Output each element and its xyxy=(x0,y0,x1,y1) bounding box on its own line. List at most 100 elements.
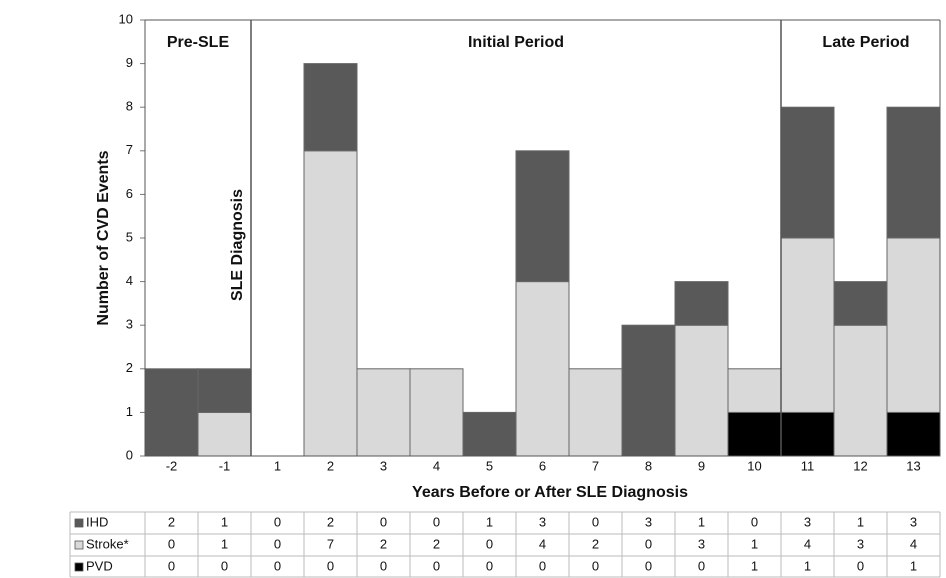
table-cell: 0 xyxy=(433,558,440,573)
table-cell: 3 xyxy=(539,514,546,529)
y-tick-label: 2 xyxy=(126,360,133,375)
bar-segment xyxy=(621,324,676,457)
table-cell: 1 xyxy=(486,514,493,529)
table-cell: 0 xyxy=(380,558,387,573)
legend-label: Stroke* xyxy=(86,536,129,551)
table-cell: 0 xyxy=(645,558,652,573)
y-axis-title: Number of CVD Events xyxy=(95,150,112,325)
bar-segment xyxy=(727,368,782,413)
bar-segment xyxy=(886,411,941,457)
bar-segment xyxy=(515,150,570,283)
bar-segment xyxy=(197,368,252,413)
legend-swatch xyxy=(74,540,84,550)
table-cell: 0 xyxy=(168,558,175,573)
bar-segment xyxy=(303,63,358,152)
table-cell: 1 xyxy=(910,558,917,573)
table-cell: 0 xyxy=(168,536,175,551)
table-cell: 0 xyxy=(539,558,546,573)
annotation: Late Period xyxy=(822,34,909,51)
x-tick-label: 6 xyxy=(539,458,546,473)
y-tick-label: 10 xyxy=(119,11,133,26)
table-cell: 0 xyxy=(274,558,281,573)
table-cell: 1 xyxy=(698,514,705,529)
legend-label: PVD xyxy=(86,558,113,573)
y-tick-label: 1 xyxy=(126,404,133,419)
table-cell: 0 xyxy=(698,558,705,573)
table-cell: 1 xyxy=(751,558,758,573)
table-cell: 0 xyxy=(380,514,387,529)
table-cell: 0 xyxy=(486,558,493,573)
x-tick-label: 9 xyxy=(698,458,705,473)
x-tick-label: 13 xyxy=(906,458,920,473)
annotation: Pre-SLE xyxy=(167,34,230,51)
table-cell: 3 xyxy=(698,536,705,551)
bar-segment xyxy=(886,106,941,239)
bar-segment xyxy=(833,324,888,457)
table-cell: 3 xyxy=(857,536,864,551)
x-tick-label: 8 xyxy=(645,458,652,473)
y-tick-label: 5 xyxy=(126,229,133,244)
table-cell: 0 xyxy=(433,514,440,529)
y-tick-label: 8 xyxy=(126,99,133,114)
bar-segment xyxy=(515,281,570,457)
y-tick-label: 7 xyxy=(126,142,133,157)
bar-segment xyxy=(780,106,835,239)
bar-segment xyxy=(144,368,199,457)
table-cell: 1 xyxy=(804,558,811,573)
table-cell: 3 xyxy=(910,514,917,529)
table-cell: 2 xyxy=(380,536,387,551)
table-cell: 4 xyxy=(804,536,811,551)
y-tick-label: 6 xyxy=(126,186,133,201)
legend-label: IHD xyxy=(86,514,108,529)
legend-swatch xyxy=(74,518,84,528)
bar-segment xyxy=(409,368,464,457)
table-cell: 2 xyxy=(168,514,175,529)
table-cell: 3 xyxy=(804,514,811,529)
bar-segment xyxy=(886,237,941,413)
x-tick-label: -1 xyxy=(219,458,231,473)
x-tick-label: 10 xyxy=(747,458,761,473)
bar-segment xyxy=(780,411,835,457)
x-tick-label: 5 xyxy=(486,458,493,473)
bar-segment xyxy=(462,411,517,457)
bar-segment xyxy=(303,150,358,457)
bar-segment xyxy=(568,368,623,457)
x-axis-title: Years Before or After SLE Diagnosis xyxy=(412,484,688,501)
table-cell: 0 xyxy=(221,558,228,573)
table-cell: 0 xyxy=(857,558,864,573)
table-cell: 0 xyxy=(751,514,758,529)
table-cell: 0 xyxy=(592,514,599,529)
bar-segment xyxy=(674,324,729,457)
table-cell: 4 xyxy=(539,536,546,551)
bar-segment xyxy=(780,237,835,413)
x-tick-label: 1 xyxy=(274,458,281,473)
table-cell: 1 xyxy=(751,536,758,551)
x-tick-label: 3 xyxy=(380,458,387,473)
table-cell: 0 xyxy=(327,558,334,573)
table-cell: 1 xyxy=(221,514,228,529)
legend-swatch xyxy=(74,562,84,572)
table-cell: 0 xyxy=(645,536,652,551)
table-cell: 0 xyxy=(274,514,281,529)
x-tick-label: -2 xyxy=(166,458,178,473)
x-tick-label: 4 xyxy=(433,458,440,473)
table-cell: 2 xyxy=(433,536,440,551)
annotation: Initial Period xyxy=(468,34,564,51)
y-tick-label: 0 xyxy=(126,447,133,462)
table-cell: 1 xyxy=(221,536,228,551)
bar-segment xyxy=(197,411,252,457)
x-tick-label: 12 xyxy=(853,458,867,473)
y-tick-label: 3 xyxy=(126,317,133,332)
table-cell: 2 xyxy=(327,514,334,529)
table-cell: 0 xyxy=(486,536,493,551)
bar-segment xyxy=(833,281,888,326)
table-cell: 1 xyxy=(857,514,864,529)
y-tick-label: 4 xyxy=(126,273,133,288)
table-cell: 4 xyxy=(910,536,917,551)
bar-segment xyxy=(356,368,411,457)
table-cell: 0 xyxy=(592,558,599,573)
table-cell: 3 xyxy=(645,514,652,529)
table-cell: 2 xyxy=(592,536,599,551)
